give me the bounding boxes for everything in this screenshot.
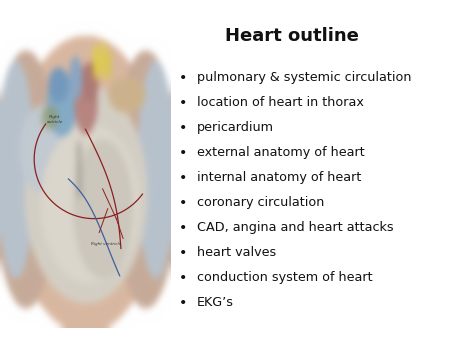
Text: EKG’s: EKG’s bbox=[197, 296, 234, 309]
Text: •: • bbox=[179, 246, 188, 260]
Text: •: • bbox=[179, 271, 188, 285]
Text: •: • bbox=[179, 296, 188, 310]
Text: pericardium: pericardium bbox=[197, 121, 274, 134]
Text: •: • bbox=[179, 71, 188, 85]
Text: •: • bbox=[179, 121, 188, 135]
Text: pulmonary & systemic circulation: pulmonary & systemic circulation bbox=[197, 71, 411, 84]
Text: •: • bbox=[179, 196, 188, 210]
Text: coronary circulation: coronary circulation bbox=[197, 196, 324, 209]
Text: •: • bbox=[179, 171, 188, 185]
Text: •: • bbox=[179, 221, 188, 235]
Text: heart valves: heart valves bbox=[197, 246, 276, 259]
Text: CAD, angina and heart attacks: CAD, angina and heart attacks bbox=[197, 221, 393, 234]
Text: location of heart in thorax: location of heart in thorax bbox=[197, 96, 364, 109]
Text: external anatomy of heart: external anatomy of heart bbox=[197, 146, 364, 159]
Text: Right ventricle: Right ventricle bbox=[91, 242, 121, 246]
Text: •: • bbox=[179, 146, 188, 160]
Text: Right
autricle: Right autricle bbox=[46, 115, 63, 124]
Text: conduction system of heart: conduction system of heart bbox=[197, 271, 372, 284]
Text: Heart outline: Heart outline bbox=[225, 27, 359, 45]
Text: •: • bbox=[179, 96, 188, 110]
Text: internal anatomy of heart: internal anatomy of heart bbox=[197, 171, 361, 184]
